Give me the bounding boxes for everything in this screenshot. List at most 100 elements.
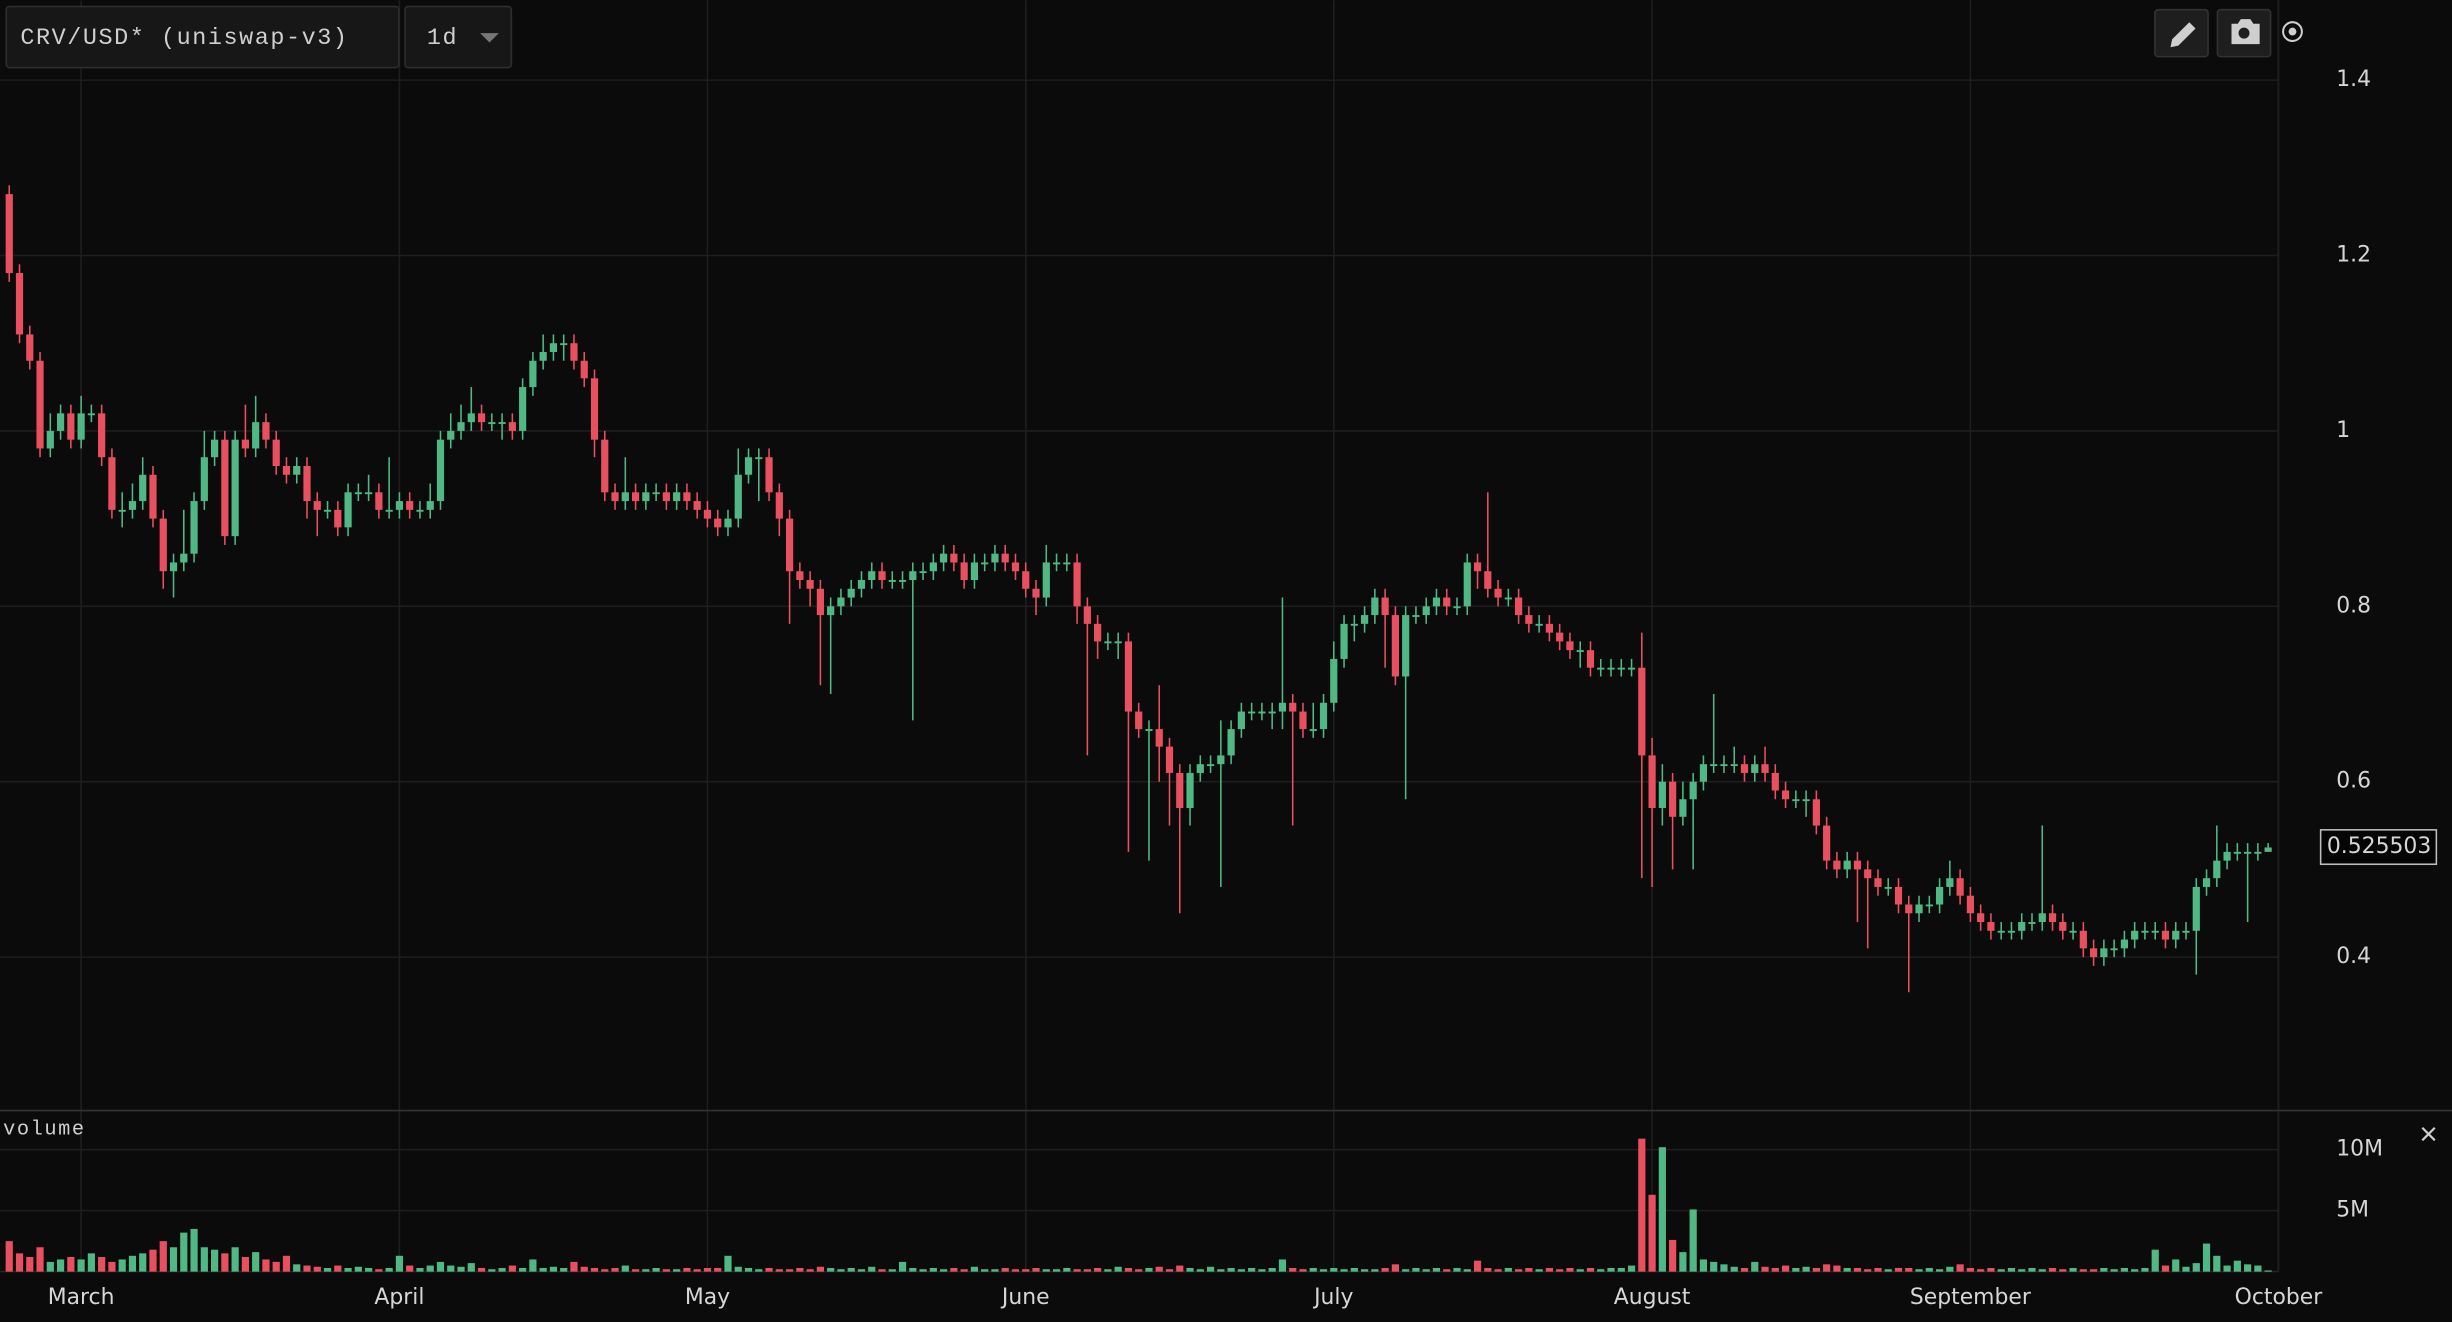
candle-body — [262, 422, 270, 440]
volume-bar — [457, 1266, 465, 1272]
candle-body — [1165, 746, 1174, 773]
volume-bar — [56, 1259, 65, 1272]
candle-body — [1083, 606, 1091, 624]
x-tick-label: June — [1000, 1285, 1050, 1310]
candle-body — [1535, 623, 1543, 626]
candle-body — [1689, 781, 1697, 800]
volume-bar — [77, 1259, 85, 1272]
volume-bar — [221, 1253, 229, 1272]
volume-bar — [1052, 1269, 1061, 1272]
candle-body — [1894, 886, 1903, 905]
volume-bar — [1145, 1267, 1153, 1272]
volume-bar — [1710, 1261, 1718, 1272]
candle-body — [611, 492, 619, 502]
settings-button[interactable] — [2282, 21, 2303, 42]
volume-bar — [539, 1267, 547, 1272]
interval-button[interactable] — [404, 5, 513, 69]
volume-bar — [683, 1267, 691, 1272]
candle-body — [1925, 904, 1933, 907]
volume-bar — [498, 1267, 506, 1272]
candle-body — [1884, 886, 1892, 889]
candle-body — [1124, 641, 1133, 712]
volume-bar — [1740, 1267, 1749, 1272]
volume-bar — [1371, 1269, 1379, 1272]
candle-body — [1710, 764, 1718, 767]
volume-bar — [1833, 1265, 1841, 1272]
volume-bar — [1843, 1267, 1851, 1272]
candle-body — [2110, 948, 2118, 951]
volume-bar — [272, 1261, 280, 1272]
volume-bar — [919, 1269, 927, 1272]
volume-bar — [98, 1257, 106, 1272]
volume-bar — [1894, 1267, 1903, 1272]
candle-body — [149, 474, 157, 519]
volume-bar — [118, 1259, 126, 1272]
volume-bar — [744, 1267, 753, 1272]
candle-body — [2141, 930, 2149, 933]
volume-bar — [693, 1269, 701, 1272]
last-value-box — [2319, 829, 2438, 866]
candle-body — [1114, 641, 1122, 644]
candle-body — [1586, 650, 1595, 668]
volume-bar — [611, 1267, 619, 1272]
volume-bar — [1443, 1269, 1451, 1272]
candle-body — [180, 553, 188, 563]
volume-bar — [1751, 1261, 1759, 1272]
candle-body — [467, 413, 475, 423]
volume-bar — [241, 1257, 249, 1272]
candle-body — [1627, 667, 1636, 670]
volume-bar — [1515, 1269, 1523, 1272]
candle-body — [2059, 922, 2067, 931]
volume-bar — [878, 1269, 886, 1272]
volume-bar — [1484, 1267, 1492, 1272]
symbol-button[interactable] — [5, 5, 400, 69]
candle-body — [2244, 851, 2252, 854]
candle-body — [662, 492, 670, 502]
x-tick-label: April — [374, 1285, 424, 1310]
volume-bar — [1432, 1267, 1441, 1272]
volume-bar — [560, 1267, 568, 1272]
candle-body — [1935, 886, 1944, 905]
volume-bar — [1453, 1267, 1461, 1272]
volume-bar — [252, 1252, 260, 1272]
candle-body — [1812, 799, 1820, 826]
candle-body — [724, 518, 732, 528]
candle-body — [1473, 562, 1482, 572]
volume-bar — [806, 1269, 814, 1272]
volume-bar — [1124, 1267, 1133, 1272]
candle-body — [1658, 781, 1666, 809]
candle-body — [488, 422, 496, 425]
volume-bar — [909, 1267, 917, 1272]
volume-bar — [970, 1266, 979, 1272]
candle-body — [960, 562, 968, 581]
volume-bar — [1781, 1265, 1790, 1272]
candle-body — [2028, 922, 2036, 924]
close-panel-button[interactable] — [2421, 1127, 2436, 1142]
volume-bar — [375, 1269, 383, 1272]
candle-body — [1463, 562, 1471, 607]
volume-bar — [231, 1247, 239, 1272]
candle-body — [2223, 851, 2231, 861]
volume-bar — [2028, 1267, 2036, 1272]
candle-body — [1761, 764, 1769, 773]
volume-bar — [1135, 1269, 1143, 1272]
volume-bar — [703, 1267, 712, 1272]
volume-bar — [1473, 1260, 1482, 1272]
x-tick-label: September — [1910, 1285, 2031, 1310]
settings-dot — [2288, 27, 2297, 36]
candle-body — [385, 509, 393, 512]
candle-body — [395, 501, 404, 510]
candle-body — [200, 457, 208, 502]
candle-body — [1042, 562, 1050, 598]
volume-bar — [1597, 1269, 1605, 1272]
volume-bar — [149, 1249, 157, 1272]
volume-bar — [1771, 1267, 1779, 1272]
volume-bar — [1812, 1267, 1820, 1272]
candle-body — [1751, 764, 1759, 773]
volume-bar — [1884, 1269, 1892, 1272]
candle-body — [282, 465, 291, 475]
volume-bar — [36, 1247, 44, 1272]
candle-body — [703, 509, 712, 519]
volume-bar — [2038, 1269, 2046, 1272]
